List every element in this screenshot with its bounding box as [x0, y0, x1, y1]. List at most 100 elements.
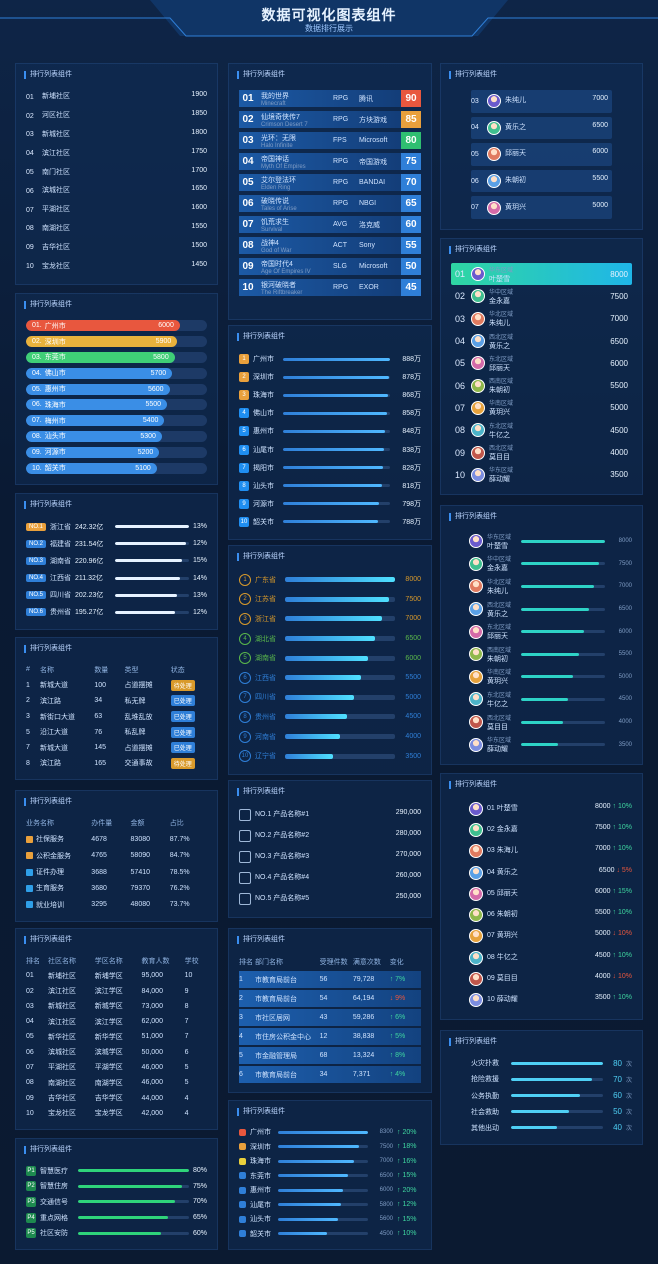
bar: [78, 1200, 176, 1204]
row: 深圳市 7500 ↑ 18%: [239, 1140, 421, 1155]
panel: 排行列表组件 03 朱纯儿 7000 04 黄乐之 6500 05 邱丽天 6000 06 朱朝初 55…: [440, 63, 643, 230]
cell: 01 叶楚雪 8000 ↑ 10%: [487, 803, 632, 815]
flag: [239, 1172, 246, 1180]
bar: [511, 1061, 604, 1065]
value: 7000: [618, 583, 632, 590]
row: 华东区域 叶楚雪 8000: [451, 530, 632, 553]
label: NO.5 产品名称#5: [255, 893, 309, 903]
cell: 宝龙社区: [48, 1110, 76, 1118]
flag: [239, 1230, 246, 1238]
name: 邱丽天: [487, 633, 508, 641]
value: 1600: [191, 204, 207, 212]
value: 1500: [191, 241, 207, 249]
change: ↑ 10%: [612, 994, 632, 1002]
name: 东莞市: [250, 1172, 271, 1180]
value: 7500: [379, 1143, 393, 1150]
right: 6500 ↓ 5%: [599, 867, 632, 877]
cell: 华北区域 朱纯儿: [489, 309, 606, 328]
cell: 滨江社区 1750: [42, 148, 207, 160]
bar-track: 09. 河源市 5200: [26, 446, 207, 458]
value: 6000: [618, 628, 632, 635]
value: 1700: [191, 166, 207, 174]
genre: AVG: [333, 221, 348, 228]
line: NO.1 产品名称#1 290,000: [255, 809, 421, 819]
rank: 06: [487, 911, 495, 919]
cell: 5: [239, 1052, 243, 1059]
row: 05 邱丽天 6000: [471, 143, 612, 166]
name: 浙江省: [255, 615, 276, 623]
panel: 排行列表组件 P1 智慧医疗 80% P2 智慧住房 75% P3 交通信号 70% P4 重点网格 6…: [15, 1138, 218, 1250]
cell: 2: [26, 697, 30, 705]
table-row: 就业培训 3295 48080 73.7%: [26, 897, 207, 913]
bar-track: [285, 636, 396, 642]
rank: 09: [455, 447, 466, 458]
rank: 01: [26, 93, 34, 101]
avatar: [471, 400, 485, 415]
value: 50: [613, 1107, 622, 1117]
rank: 5: [239, 426, 249, 437]
table-header: 业务名称 办件量 金额 占比: [26, 815, 207, 831]
label: 02 金永嘉: [487, 824, 518, 834]
bar-track: [285, 753, 396, 759]
cell: 河区社区 1850: [42, 110, 207, 122]
panel-title: 排行列表组件: [237, 333, 285, 341]
name: 江西省: [255, 674, 276, 682]
table-row: 8 滨江路 165 交通事故 待处理: [26, 755, 207, 771]
bar-track: [278, 1217, 368, 1221]
cell: 市教育局前台: [255, 976, 297, 984]
cell: 7: [184, 1018, 189, 1026]
cell: 50,000: [141, 1048, 163, 1056]
rank: 05: [471, 150, 479, 158]
cell: 华东区域 薛动耀: [489, 465, 606, 484]
cell: 新埔学区: [94, 972, 123, 980]
name: 黄玥兴: [487, 678, 508, 686]
rank: 07: [455, 402, 466, 413]
name: 惠州市: [253, 428, 274, 436]
bar-track: [78, 1169, 189, 1173]
region: 华东区域: [487, 738, 512, 745]
bar-track: [78, 1184, 189, 1188]
cell: ↑ 4%: [389, 1071, 406, 1078]
score: 70: [401, 174, 421, 191]
table-row: 3 市社区居网 43 59,286 ↑ 6%: [239, 1009, 421, 1026]
cell: 07 黄玥兴 5000 ↓ 10%: [487, 930, 632, 942]
table-row: 生育服务 3680 79370 76.2%: [26, 880, 207, 896]
bar: 09. 河源市 5200: [26, 446, 160, 458]
bar-track: 08. 汕头市 5300: [26, 430, 207, 442]
value: 211.32亿: [75, 575, 103, 583]
rank: 7: [239, 691, 251, 704]
table-row: 09 吉华社区 吉华学区 44,000 4: [26, 1090, 207, 1105]
cell: 4: [184, 1094, 189, 1102]
cell: 黄乐之 6500: [505, 122, 608, 134]
bar: [115, 610, 175, 614]
rank: 03: [471, 97, 479, 105]
share: 14%: [192, 574, 207, 582]
row: 02 金永嘉 7500 ↑ 10%: [451, 819, 632, 840]
genre: SLG: [333, 263, 348, 270]
cell: 仙境奇侠传7 Crimson Desert 7: [261, 112, 329, 128]
value: 80: [613, 1058, 622, 1068]
cell: 我的世界 Minecraft: [261, 91, 329, 107]
bar-track: [521, 675, 605, 679]
row: NO.2 产品名称#2 280,000: [239, 826, 421, 847]
label: 01 叶楚雪: [487, 803, 518, 813]
panel-title: 排行列表组件: [237, 788, 285, 796]
row: 07 华南区域 黄玥兴 5000: [451, 397, 632, 419]
cell: 乱堆乱放: [124, 713, 153, 721]
name: 平湖社区: [42, 206, 70, 214]
cell: 饥荒求生 Survival: [261, 217, 329, 233]
value: 3500: [610, 470, 628, 480]
row: 08 战神4 God of War ACT Sony 55: [239, 237, 421, 254]
panel: 排行列表组件 01. 广州市 6000 02. 深圳市 5900 03. 东莞市 5800 04. 佛…: [15, 293, 218, 485]
value: 6500: [618, 606, 632, 613]
value: 7000: [592, 95, 608, 103]
right: 4500 ↑ 10%: [595, 952, 632, 962]
table-row: 08 南湖社区 南湖学区 46,000 5: [26, 1075, 207, 1090]
row: 09 帝国时代4 Age Of Empires IV SLG Microsoft 50: [239, 258, 421, 275]
bar-track: [285, 734, 396, 740]
cell: 西北区域 莫目目: [487, 713, 517, 732]
bar: [283, 448, 385, 452]
cell: 03 朱海儿 7000 ↑ 10%: [487, 845, 632, 857]
rank: 09.: [32, 448, 42, 456]
cell: 滨江社区: [48, 988, 76, 996]
